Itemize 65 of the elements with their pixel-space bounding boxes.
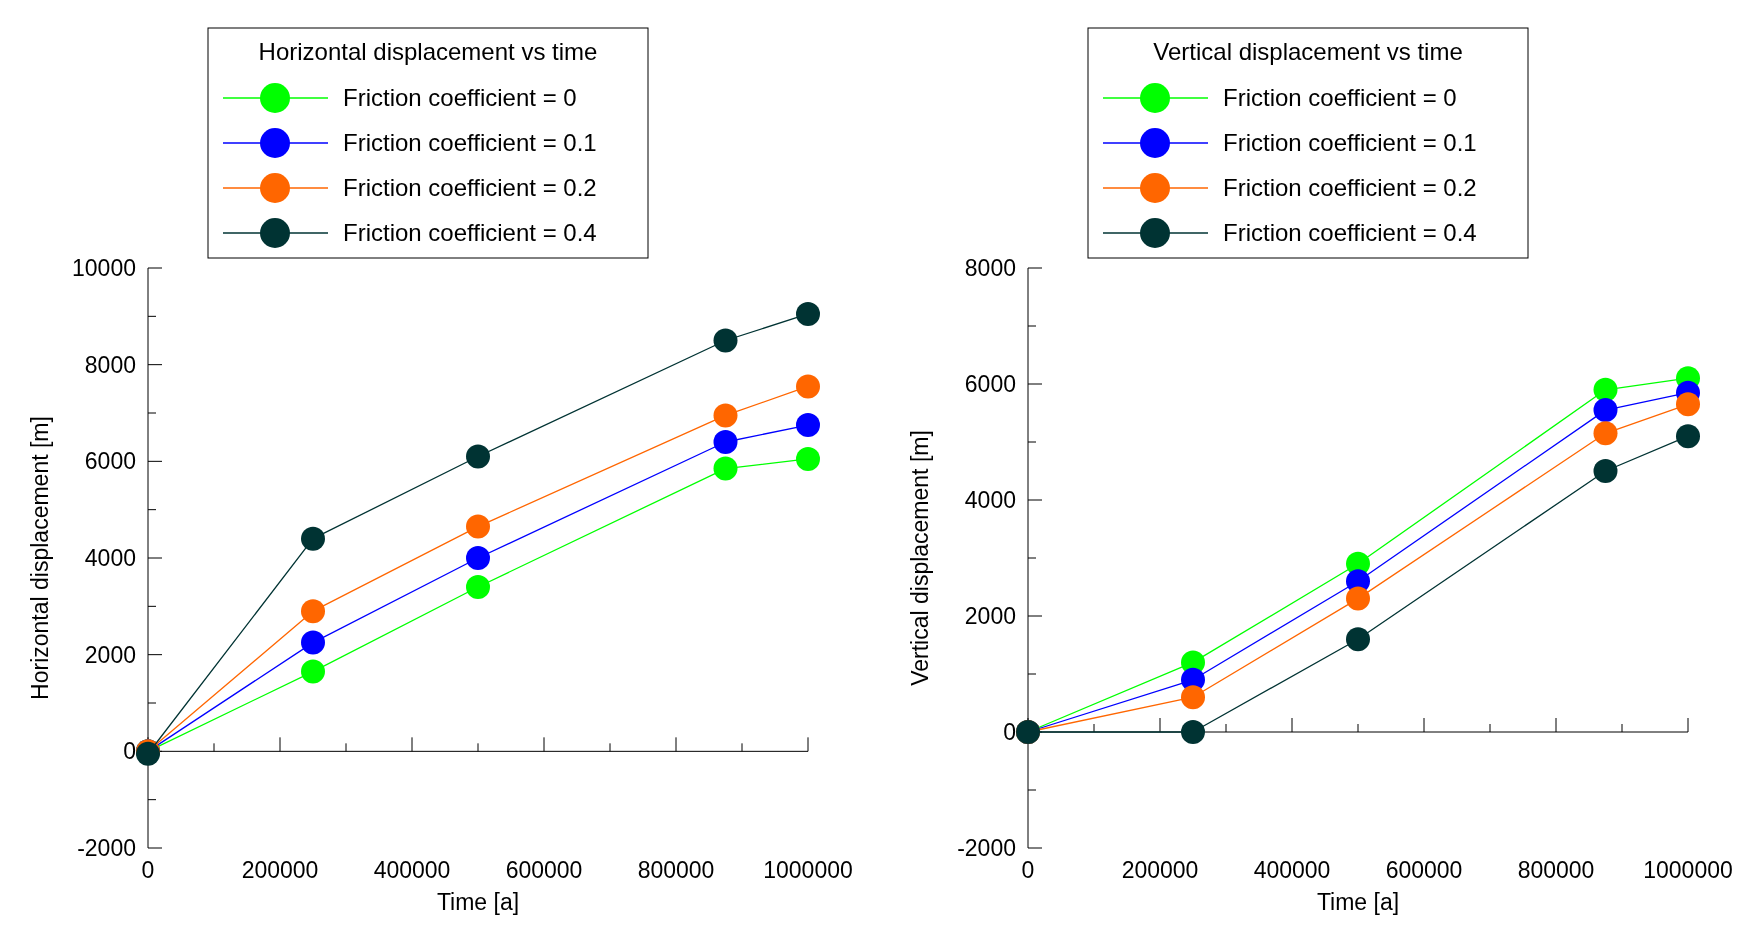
point bbox=[1181, 720, 1205, 744]
legend-label: Friction coefficient = 0.4 bbox=[1223, 219, 1477, 247]
x-tick-label: 1000000 bbox=[1643, 857, 1733, 883]
point bbox=[796, 374, 820, 399]
point bbox=[301, 630, 325, 655]
x-tick-label: 400000 bbox=[373, 857, 451, 883]
legend-label: Friction coefficient = 0 bbox=[1223, 84, 1457, 112]
x-tick-label: 400000 bbox=[1253, 857, 1331, 883]
legend-title: Horizontal displacement vs time bbox=[258, 38, 598, 65]
point bbox=[713, 430, 738, 454]
y-tick-label: 4000 bbox=[964, 487, 1016, 514]
point bbox=[466, 575, 490, 599]
x-tick-label: 800000 bbox=[637, 857, 715, 883]
point bbox=[1593, 377, 1618, 402]
y-axis-title: Horizontal displacement [m] bbox=[27, 416, 53, 700]
point bbox=[301, 526, 325, 551]
point bbox=[301, 599, 325, 624]
x-tick-label: 1000000 bbox=[763, 857, 853, 883]
x-axis-title: Time [a] bbox=[436, 889, 520, 915]
legend-label: Friction coefficient = 0.2 bbox=[1223, 174, 1477, 202]
y-tick-label: 6000 bbox=[84, 448, 136, 475]
x-axis-title: Time [a] bbox=[1316, 889, 1400, 915]
y-tick-label: 6000 bbox=[964, 371, 1016, 398]
y-tick-label: 8000 bbox=[964, 255, 1016, 282]
point bbox=[713, 456, 738, 481]
y-axis-title: Vertical displacement [m] bbox=[907, 430, 933, 686]
legend-label: Friction coefficient = 0 bbox=[343, 84, 577, 112]
x-tick-label: 600000 bbox=[505, 857, 583, 883]
point bbox=[713, 328, 738, 353]
y-tick-label: 0 bbox=[1003, 719, 1016, 746]
y-tick-label: 0 bbox=[123, 738, 136, 765]
x-tick-label: 200000 bbox=[1121, 857, 1199, 883]
point bbox=[713, 403, 738, 428]
legend-label: Friction coefficient = 0.4 bbox=[343, 219, 597, 247]
x-tick-label: 0 bbox=[141, 857, 155, 883]
point bbox=[796, 301, 820, 326]
y-tick-label: -2000 bbox=[77, 835, 136, 862]
point bbox=[301, 659, 325, 684]
x-tick-label: 800000 bbox=[1517, 857, 1595, 883]
y-tick-label: 2000 bbox=[84, 641, 136, 668]
point bbox=[1346, 627, 1370, 652]
y-tick-label: -2000 bbox=[957, 835, 1016, 862]
y-tick-label: 10000 bbox=[72, 255, 136, 282]
x-tick-label: 0 bbox=[1021, 857, 1035, 883]
point bbox=[1593, 459, 1618, 483]
legend-label: Friction coefficient = 0.1 bbox=[343, 129, 597, 157]
y-tick-label: 4000 bbox=[84, 545, 136, 572]
point bbox=[466, 444, 490, 469]
point bbox=[1593, 421, 1618, 446]
legend-title: Vertical displacement vs time bbox=[1153, 38, 1463, 65]
legend-label: Friction coefficient = 0.1 bbox=[1223, 129, 1477, 157]
point bbox=[1346, 586, 1370, 611]
point bbox=[796, 413, 820, 438]
y-tick-label: 2000 bbox=[964, 603, 1016, 630]
x-tick-label: 600000 bbox=[1385, 857, 1463, 883]
y-tick-label: 8000 bbox=[84, 351, 136, 378]
point bbox=[1676, 424, 1700, 449]
point bbox=[1181, 685, 1205, 710]
point bbox=[466, 514, 490, 539]
legend-label: Friction coefficient = 0.2 bbox=[343, 174, 597, 202]
point bbox=[466, 546, 490, 570]
point bbox=[1676, 392, 1700, 417]
x-tick-label: 200000 bbox=[241, 857, 319, 883]
point bbox=[796, 446, 820, 471]
point bbox=[1593, 398, 1618, 423]
